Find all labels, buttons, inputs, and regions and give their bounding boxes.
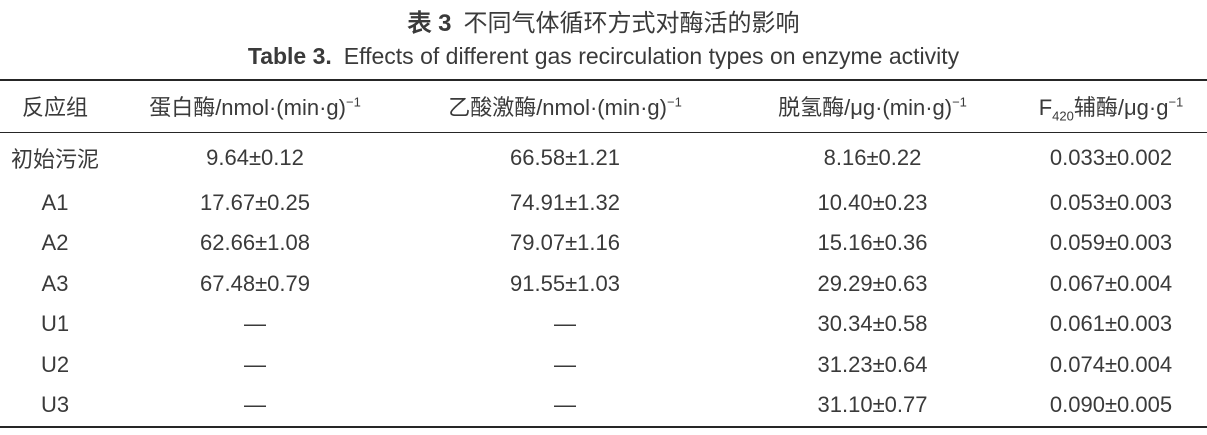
cell-protease: 67.48±0.79 bbox=[200, 270, 310, 296]
cell-protease: — bbox=[244, 351, 266, 377]
cell-protease: 62.66±1.08 bbox=[200, 230, 310, 256]
cell-coenzyme_f420: 0.090±0.005 bbox=[1049, 392, 1173, 418]
table-title-en-label: Table 3. bbox=[247, 43, 332, 69]
row-label: A3 bbox=[41, 270, 69, 296]
cell-dehydrogenase: 31.10±0.77 bbox=[817, 392, 928, 418]
cell-protease: — bbox=[244, 311, 266, 337]
table-row-4: A3 67.48±0.79 91.55±1.03 29.29±0.63 0.067±0.… bbox=[0, 264, 1207, 304]
row-label: U1 bbox=[40, 311, 70, 337]
column-header-acetate_kinase: 乙酸激酶/nmol·(min·g)−1 bbox=[400, 80, 730, 133]
table-row-2: A1 17.67±0.25 74.91±1.32 10.40±0.23 0.053±0.… bbox=[0, 183, 1207, 223]
cell-acetate_kinase: 91.55±1.03 bbox=[510, 270, 620, 296]
cell-acetate_kinase: 66.58±1.21 bbox=[510, 144, 620, 170]
table-title-en: Table 3. Effects of different gas recircu… bbox=[0, 40, 1207, 72]
table-header-row: 反应组 蛋白酶/nmol·(min·g)−1 乙酸激酶/nmol·(min·g)−1… bbox=[0, 80, 1207, 133]
row-label: A2 bbox=[41, 230, 69, 256]
table-caption: 表 3 不同气体循环方式对酶活的影响 Table 3. Effects of dif… bbox=[0, 0, 1207, 72]
cell-dehydrogenase: 31.23±0.64 bbox=[817, 351, 928, 377]
column-header-group: 反应组 bbox=[0, 80, 110, 133]
row-label: A1 bbox=[41, 189, 69, 215]
enzyme-activity-table: 反应组 蛋白酶/nmol·(min·g)−1 乙酸激酶/nmol·(min·g)−1… bbox=[0, 79, 1207, 428]
cell-acetate_kinase: — bbox=[554, 351, 576, 377]
cell-coenzyme_f420: 0.053±0.003 bbox=[1049, 189, 1173, 215]
table-header: 反应组 蛋白酶/nmol·(min·g)−1 乙酸激酶/nmol·(min·g)−1… bbox=[0, 80, 1207, 133]
cell-protease: 9.64±0.12 bbox=[206, 144, 304, 170]
table-title-zh: 表 3 不同气体循环方式对酶活的影响 bbox=[0, 8, 1207, 40]
cell-dehydrogenase: 10.40±0.23 bbox=[817, 189, 928, 215]
cell-coenzyme_f420: 0.059±0.003 bbox=[1049, 230, 1173, 256]
cell-coenzyme_f420: 0.061±0.003 bbox=[1049, 311, 1173, 337]
table-row-1: 初始污泥 9.64±0.12 66.58±1.21 8.16±0.22 0.033±0.… bbox=[0, 132, 1207, 183]
column-header-dehydrogenase: 脱氢酶/μg·(min·g)−1 bbox=[730, 80, 1015, 133]
table-row-5: U1 — — 30.34±0.58 0.061±0.003 bbox=[0, 304, 1207, 344]
table-title-zh-text: 不同气体循环方式对酶活的影响 bbox=[463, 10, 800, 37]
table-row-6: U2 — — 31.23±0.64 0.074±0.004 bbox=[0, 344, 1207, 384]
cell-acetate_kinase: — bbox=[554, 392, 576, 418]
cell-dehydrogenase: 15.16±0.36 bbox=[817, 230, 928, 256]
row-label: 初始污泥 bbox=[10, 146, 99, 172]
cell-dehydrogenase: 30.34±0.58 bbox=[817, 311, 928, 337]
table-body: 初始污泥 9.64±0.12 66.58±1.21 8.16±0.22 0.033±0.… bbox=[0, 132, 1207, 427]
cell-coenzyme_f420: 0.074±0.004 bbox=[1049, 351, 1173, 377]
cell-acetate_kinase: — bbox=[554, 311, 576, 337]
row-label: U2 bbox=[40, 351, 70, 377]
cell-coenzyme_f420: 0.067±0.004 bbox=[1049, 270, 1173, 296]
table-title-zh-label: 表 3 bbox=[407, 10, 452, 37]
column-header-coenzyme_f420: F420辅酶/μg·g−1 bbox=[1015, 80, 1207, 133]
table-title-en-text: Effects of different gas recirculation t… bbox=[343, 43, 960, 69]
column-header-protease: 蛋白酶/nmol·(min·g)−1 bbox=[110, 80, 400, 133]
row-label: U3 bbox=[40, 392, 70, 418]
cell-protease: 17.67±0.25 bbox=[200, 189, 310, 215]
cell-coenzyme_f420: 0.033±0.002 bbox=[1049, 144, 1173, 170]
cell-dehydrogenase: 8.16±0.22 bbox=[823, 144, 922, 170]
table-row-7: U3 — — 31.10±0.77 0.090±0.005 bbox=[0, 385, 1207, 427]
table-row-3: A2 62.66±1.08 79.07±1.16 15.16±0.36 0.059±0.… bbox=[0, 223, 1207, 263]
cell-acetate_kinase: 79.07±1.16 bbox=[510, 230, 620, 256]
cell-protease: — bbox=[244, 392, 266, 418]
cell-dehydrogenase: 29.29±0.63 bbox=[817, 270, 928, 296]
cell-acetate_kinase: 74.91±1.32 bbox=[510, 189, 620, 215]
